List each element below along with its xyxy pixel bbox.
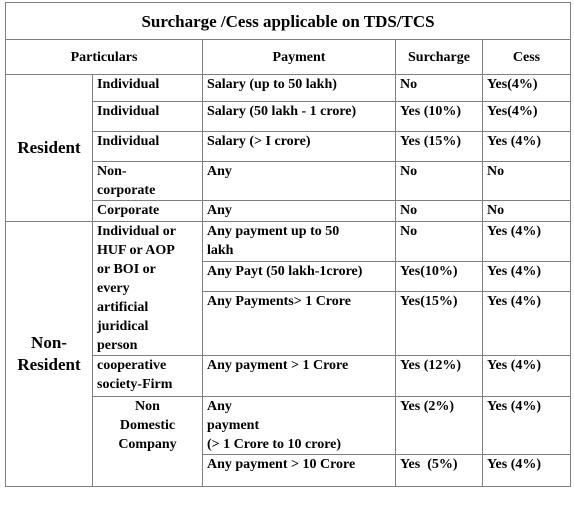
cell-cess: Yes (4%) bbox=[481, 220, 572, 263]
cell-surcharge: Yes (2%) bbox=[395, 396, 483, 455]
cell-surcharge: Yes (10%) bbox=[395, 101, 483, 132]
cell-payment: Any payment > 1 Crore bbox=[202, 355, 396, 397]
cell-cess: Yes (4%) bbox=[481, 261, 572, 293]
cell-cess: Yes(4%) bbox=[481, 74, 572, 102]
group-resident: Resident bbox=[5, 74, 93, 222]
cell-particular: Non- corporate bbox=[92, 161, 203, 201]
cell-surcharge: Yes (5%) bbox=[395, 454, 483, 487]
cell-payment: Any Payt (50 lakh-1crore) bbox=[202, 261, 396, 293]
cell-particular: Individual bbox=[92, 131, 203, 162]
cell-particular: cooperative society-Firm bbox=[92, 355, 203, 397]
cell-cess: Yes (4%) bbox=[481, 355, 572, 397]
cell-payment: Any payment up to 50 lakh bbox=[202, 220, 396, 263]
cell-cess: No bbox=[481, 200, 572, 222]
table-title: Surcharge /Cess applicable on TDS/TCS bbox=[4, 2, 572, 40]
cell-cess: No bbox=[481, 161, 572, 201]
cell-payment: Any bbox=[202, 161, 396, 201]
cell-particular: Individual bbox=[92, 101, 203, 132]
cell-payment: Salary (> I crore) bbox=[202, 131, 396, 162]
cell-surcharge: Yes (15%) bbox=[395, 131, 483, 162]
cell-surcharge: No bbox=[395, 161, 483, 201]
cell-particular: Non Domestic Company bbox=[92, 396, 203, 487]
cell-payment: Any bbox=[202, 200, 396, 222]
header-cess: Cess bbox=[481, 39, 572, 75]
cell-payment: Salary (50 lakh - 1 crore) bbox=[202, 101, 396, 132]
cell-payment: Any payment (> 1 Crore to 10 crore) bbox=[202, 396, 396, 455]
cell-cess: Yes(4%) bbox=[481, 101, 572, 132]
cell-surcharge: No bbox=[395, 220, 483, 263]
cell-payment: Salary (up to 50 lakh) bbox=[202, 74, 396, 102]
header-payment: Payment bbox=[202, 39, 396, 75]
cell-cess: Yes (4%) bbox=[481, 131, 572, 162]
cell-particular: Individual or HUF or AOP or BOI or every… bbox=[92, 221, 203, 356]
cell-payment: Any Payments> 1 Crore bbox=[202, 291, 396, 356]
cell-particular: Individual bbox=[92, 74, 203, 102]
header-surcharge: Surcharge bbox=[395, 39, 483, 75]
surcharge-cess-table: Surcharge /Cess applicable on TDS/TCS Pa… bbox=[4, 2, 572, 487]
cell-surcharge: No bbox=[395, 74, 483, 102]
cell-cess: Yes (4%) bbox=[481, 454, 572, 487]
cell-particular: Corporate bbox=[92, 200, 203, 222]
cell-surcharge: Yes (12%) bbox=[395, 355, 483, 397]
cell-cess: Yes (4%) bbox=[481, 291, 572, 356]
cell-surcharge: Yes(10%) bbox=[395, 261, 483, 293]
cell-payment: Any payment > 10 Crore bbox=[202, 454, 396, 487]
header-particulars: Particulars bbox=[5, 39, 203, 75]
cell-cess: Yes (4%) bbox=[481, 396, 572, 455]
cell-surcharge: No bbox=[395, 200, 483, 222]
cell-surcharge: Yes(15%) bbox=[395, 291, 483, 356]
surcharge-cess-table-container: Surcharge /Cess applicable on TDS/TCS Pa… bbox=[4, 2, 572, 487]
group-non-resident: Non- Resident bbox=[5, 221, 93, 487]
